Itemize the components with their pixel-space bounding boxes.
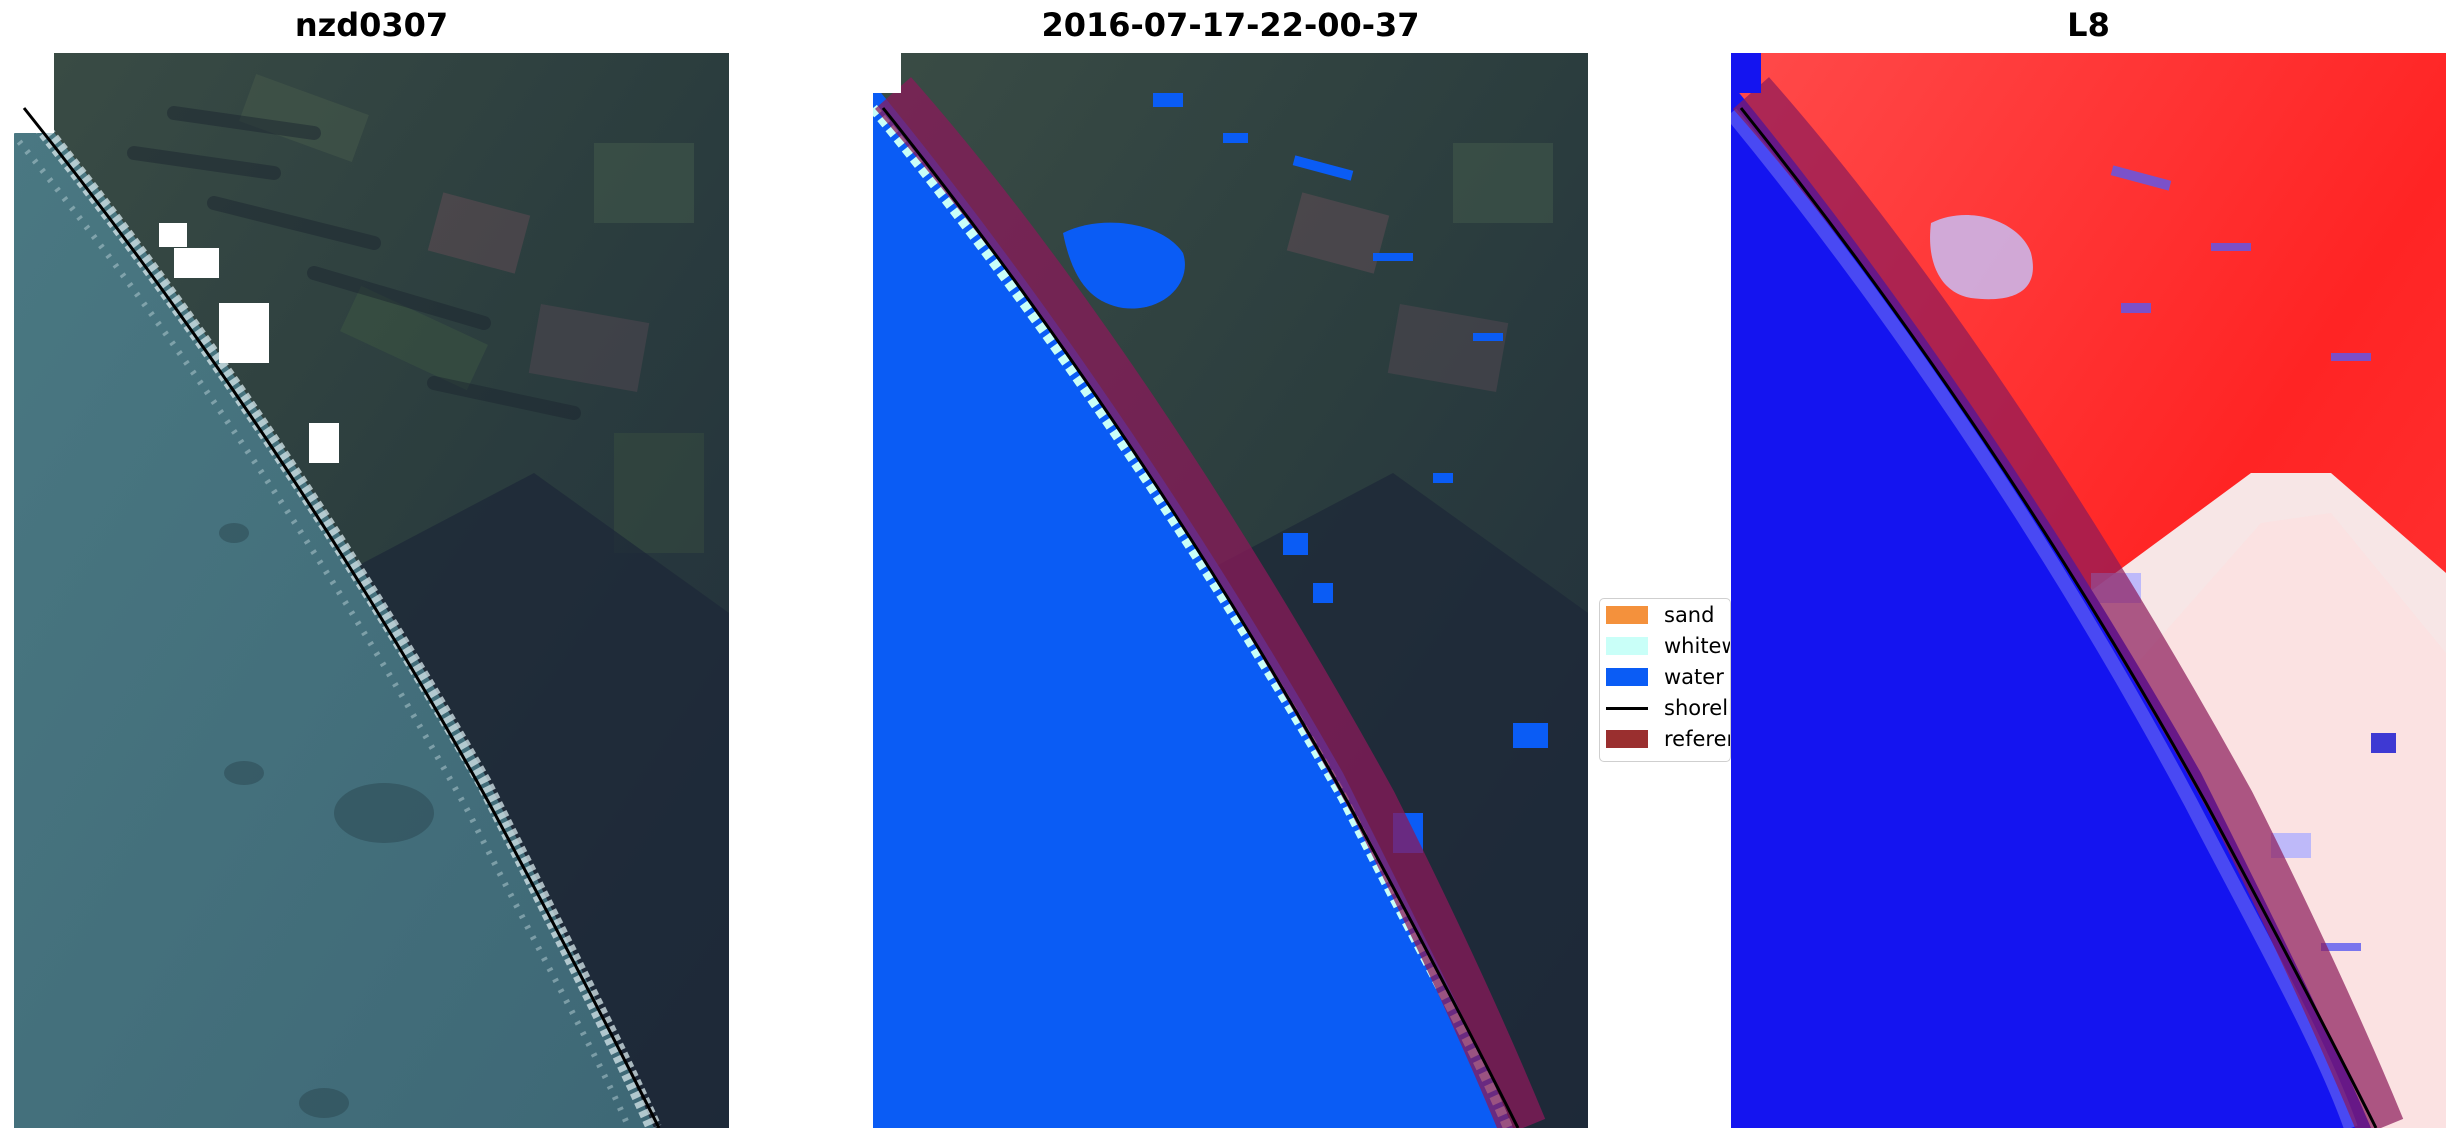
panel-title-index: L8: [2067, 6, 2110, 44]
legend-swatch-reference: [1606, 730, 1648, 748]
legend-label: reference: [1664, 727, 1730, 751]
legend-swatch-sand: [1606, 606, 1648, 624]
panel-title-classification: 2016-07-17-22-00-37: [1041, 6, 1420, 44]
legend-swatch-shoreline: [1606, 706, 1648, 710]
panel-title-rgb: nzd0307: [294, 6, 449, 44]
legend-item-sand: sand: [1606, 603, 1714, 627]
negative-index-area: [1731, 83, 2371, 1128]
legend-item-reference: reference: [1606, 727, 1730, 751]
shoreline: [22, 107, 661, 1128]
ocean-area: [14, 83, 654, 1128]
legend-label: water: [1664, 665, 1724, 689]
legend-item-water: water: [1606, 665, 1724, 689]
classification-panel: [873, 53, 1588, 1128]
reference-buffer: [875, 77, 1546, 1128]
shoreline: [881, 107, 1520, 1128]
shoreline: [1739, 107, 2378, 1128]
reference-buffer: [1733, 77, 2404, 1128]
legend-swatch-water: [1606, 668, 1648, 686]
legend-item-shoreline: shoreline: [1606, 696, 1730, 720]
index-panel: [1731, 53, 2446, 1128]
legend-swatch-whitewater: [1606, 637, 1648, 655]
legend-label: shoreline: [1664, 696, 1730, 720]
legend-label: sand: [1664, 603, 1715, 627]
water-class-area: [873, 83, 1513, 1128]
rgb-image-panel: [14, 53, 729, 1128]
